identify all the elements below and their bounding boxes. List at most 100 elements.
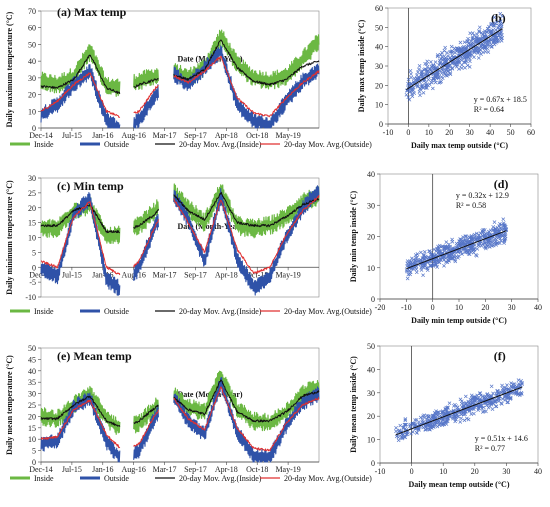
panel-b-y-tick-label: 50 xyxy=(375,23,383,32)
panel-d-point xyxy=(435,265,440,269)
panel-d-point xyxy=(411,257,416,262)
panel-f-point xyxy=(465,416,469,421)
panel-b-point xyxy=(466,54,471,59)
panel-f-point xyxy=(447,401,452,406)
panel-e-x-tick-label: Mar-17 xyxy=(153,465,177,474)
panel-f-y-tick-label: 0 xyxy=(371,459,375,468)
panel-b-point xyxy=(429,80,434,85)
panel-b-x-tick-label: 40 xyxy=(486,128,494,137)
panel-e-y-tick-label: 10 xyxy=(28,435,36,444)
panel-f-point xyxy=(413,418,417,422)
panel-f-x-tick-label: 0 xyxy=(410,467,414,476)
panel-b-point xyxy=(478,48,483,52)
panel-b-point xyxy=(423,61,428,66)
panel-f-point xyxy=(398,423,403,428)
panel-d-point xyxy=(499,222,504,227)
panel-f-point xyxy=(512,382,517,386)
panel-b-point xyxy=(424,82,428,87)
panel-b-point xyxy=(450,50,455,55)
panel-b-x-tick-label: 50 xyxy=(507,128,515,137)
panel-b-point xyxy=(428,67,432,72)
panel-f-point xyxy=(445,416,450,421)
panel-e-x-tick-label: Apr-18 xyxy=(215,465,238,474)
panel-f-point xyxy=(516,378,521,382)
panel-b-point xyxy=(423,86,428,90)
panel-b-point xyxy=(416,75,421,79)
panel-f-point xyxy=(437,410,441,415)
panel-a-y-tick-label: 30 xyxy=(28,74,36,83)
panel-f-point xyxy=(405,432,410,437)
panel-f-point xyxy=(414,418,419,422)
panel-e-x-tick-label: Oct-18 xyxy=(246,465,268,474)
panel-a-series-mov-inside xyxy=(40,39,320,94)
panel-d-x-axis-label: Daily min temp outside (°C) xyxy=(411,316,507,325)
panel-f-point xyxy=(415,430,419,435)
panel-c-y-tick-label: -5 xyxy=(29,278,36,287)
panel-d-point xyxy=(421,273,425,278)
panel-b-point xyxy=(462,44,466,49)
panel-a-legend-label-inside: Inside xyxy=(34,140,54,149)
panel-d-x-tick-label: 0 xyxy=(431,303,435,312)
panel-b-point xyxy=(406,77,411,82)
panel-d-point xyxy=(469,237,474,241)
panel-f-point xyxy=(476,408,480,412)
panel-f-y-tick-label: 20 xyxy=(367,412,375,421)
panel-f-point xyxy=(479,403,483,408)
panel-f-point xyxy=(519,392,524,396)
panel-e-y-tick-label: 30 xyxy=(28,390,36,399)
panel-f-point xyxy=(502,395,507,399)
panel-d-point xyxy=(481,229,486,234)
panel-f-point xyxy=(478,391,483,396)
panel-f-point xyxy=(495,388,500,393)
panel-b-point xyxy=(497,23,501,28)
panel-c-x-tick-label: Oct-18 xyxy=(246,270,268,279)
panel-d-point xyxy=(503,224,507,229)
panel-d-point xyxy=(404,268,409,273)
panel-b-point xyxy=(481,34,486,39)
panel-f-point xyxy=(469,412,474,416)
panel-d-point xyxy=(406,263,411,268)
panel-c-x-tick-label: Jan-16 xyxy=(92,270,113,279)
panel-b-point xyxy=(446,69,451,73)
panel-b-point xyxy=(430,86,435,91)
panel-c-y-tick-label: -10 xyxy=(25,293,36,302)
panel-d-point xyxy=(457,239,461,244)
panel-e-legend-label-inside: Inside xyxy=(34,474,54,483)
panel-c-x-tick-label: Dec-14 xyxy=(29,270,53,279)
panel-f-point xyxy=(431,424,436,429)
panel-d-point xyxy=(473,234,477,239)
panel-b-point xyxy=(425,69,430,74)
panel-b-point xyxy=(406,95,411,100)
panel-d-point xyxy=(461,239,466,244)
panel-d-point xyxy=(428,263,433,268)
panel-b-point xyxy=(446,57,451,62)
panel-d-point xyxy=(487,245,492,249)
panel-d-point xyxy=(419,265,423,270)
panel-d-point xyxy=(434,263,438,267)
panel-f-title: (f) xyxy=(494,349,506,363)
panel-d-point xyxy=(457,243,462,248)
panel-b-point xyxy=(420,69,424,73)
panel-c-legend-label-outside: Outside xyxy=(104,307,129,316)
panel-b-point xyxy=(462,40,467,45)
panel-d-point xyxy=(488,232,492,237)
panel-d-point xyxy=(469,245,474,250)
panel-f-point xyxy=(400,435,405,440)
panel-b-point xyxy=(476,56,481,60)
panel-b-point xyxy=(458,46,463,50)
panel-f-point xyxy=(453,419,458,424)
panel-b-point xyxy=(479,30,484,35)
panel-f-point xyxy=(408,422,413,427)
panel-d-x-tick-label: 40 xyxy=(534,303,542,312)
panel-f-points xyxy=(394,378,524,443)
panel-d-point xyxy=(414,270,419,275)
panel-b-point xyxy=(429,60,433,64)
panel-b-x-axis-label: Daily max temp outside (°C) xyxy=(411,141,508,150)
panel-b-point xyxy=(472,55,476,60)
panel-f-point xyxy=(444,422,449,426)
panel-d-point xyxy=(458,248,462,253)
panel-d-point xyxy=(482,244,487,249)
panel-d-point xyxy=(436,244,440,249)
panel-b-point xyxy=(436,76,441,81)
panel-d-point xyxy=(450,237,454,242)
